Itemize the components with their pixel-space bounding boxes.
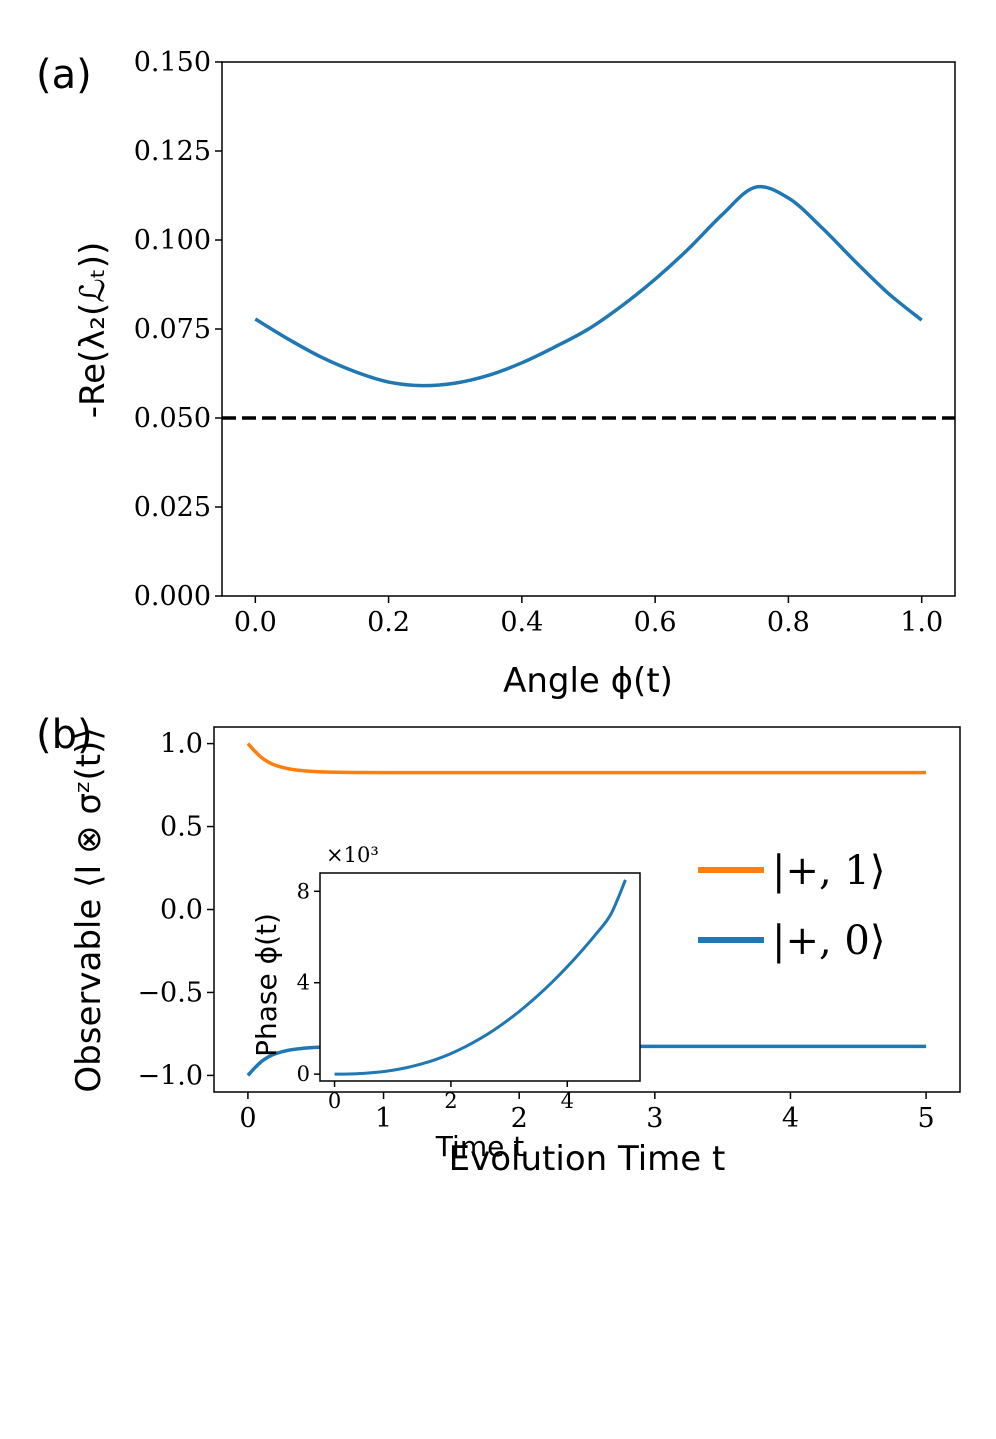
panel-a-y-axis-title: -Re(λ₂(ℒₜ)) [73, 242, 113, 419]
panel-b-x-tick-label: 5 [917, 1103, 934, 1134]
panel-a-y-tick-label: 0.000 [134, 581, 211, 612]
panel-a-x-tick-label: 0.2 [367, 607, 410, 638]
panel-b-series-line-0 [246, 742, 927, 775]
panel-a-x-tick-label: 0.8 [767, 607, 810, 638]
inset-y-tick-label: 4 [297, 971, 310, 995]
panel-a-y-tick-label: 0.150 [134, 47, 211, 78]
panel-a-label: (a) [36, 52, 92, 98]
inset-x-axis-title: Time t [435, 1130, 524, 1163]
inset-background [320, 873, 640, 1081]
panel-a-y-ticks: 0.000 0.025 0.050 0.075 0.100 0.125 0.150 [134, 47, 222, 612]
inset-y-tick-label: 8 [297, 879, 310, 903]
panel-a: (a) 0.0 0.2 0.4 0.6 0.8 1.0 0.0000.0250.0500.… [36, 47, 956, 701]
panel-a-series [254, 184, 923, 388]
panel-a-x-tick-label: 0.4 [500, 607, 543, 638]
inset-x-ticks: 0 2 4 [328, 1081, 574, 1113]
inset-x-tick-label: 4 [561, 1089, 574, 1113]
inset-frame [319, 872, 641, 1082]
panel-b: (b) 0 1 2 3 4 5 −1.0 −0.5 0.0 0.5 1.0 Evolution T… [36, 712, 961, 1179]
legend-label-plus-0: |+, 0⟩ [772, 918, 885, 964]
panel-b-x-tick-label: 2 [511, 1103, 528, 1134]
legend-label-plus-1: |+, 1⟩ [772, 848, 885, 894]
panel-a-x-ticks: 0.0 0.2 0.4 0.6 0.8 1.0 [234, 596, 943, 638]
panel-b-x-ticks: 0 1 2 3 4 5 [239, 1092, 935, 1134]
panel-a-x-axis-title: Angle ϕ(t) [503, 661, 673, 701]
panel-a-y-tick-label: 0.100 [134, 225, 211, 256]
panel-b-y-tick-label: 0.0 [160, 895, 203, 926]
inset-x-tick-label: 0 [328, 1089, 341, 1113]
legend: |+, 1⟩ |+, 0⟩ [698, 848, 885, 964]
panel-b-x-tick-label: 1 [375, 1103, 392, 1134]
panel-a-y-tick-label: 0.125 [134, 136, 211, 167]
panel-b-y-tick-label: 0.5 [160, 812, 203, 843]
panel-b-x-tick-label: 0 [239, 1103, 256, 1134]
inset-y-ticks: 0 4 8 [297, 879, 320, 1086]
panel-b-x-tick-label: 3 [646, 1103, 663, 1134]
inset-plot: 0 2 4 0 4 8 ×10³ Time t Phase ϕ(t) [250, 843, 641, 1163]
panel-a-y-tick-label: 0.075 [134, 314, 211, 345]
panel-b-y-tick-label: 1.0 [160, 729, 203, 760]
panel-b-x-tick-label: 4 [782, 1103, 799, 1134]
panel-a-y-tick-label: 0.050 [134, 403, 211, 434]
panel-b-y-axis-title: Observable ⟨I ⊗ σᶻ(t)⟩ [69, 727, 109, 1092]
inset-x-tick-label: 2 [444, 1089, 457, 1113]
inset-series-line-0 [334, 879, 627, 1076]
panel-b-y-tick-label: −1.0 [137, 1060, 203, 1091]
panel-a-x-tick-label: 0.6 [634, 607, 677, 638]
panel-a-x-tick-label: 0.0 [234, 607, 277, 638]
panel-b-label: (b) [36, 712, 93, 758]
inset-y-axis-title: Phase ϕ(t) [250, 913, 283, 1057]
inset-y-tick-label: 0 [297, 1062, 310, 1086]
panel-a-x-tick-label: 1.0 [900, 607, 943, 638]
inset-series [334, 879, 627, 1076]
panel-b-y-ticks: −1.0 −0.5 0.0 0.5 1.0 [137, 729, 214, 1091]
panel-b-x-axis-title: Evolution Time t [449, 1139, 726, 1179]
inset-scale-label: ×10³ [326, 843, 379, 867]
panel-a-y-tick-label: 0.025 [134, 492, 211, 523]
panel-a-series-line-0 [254, 184, 923, 388]
panel-b-y-tick-label: −0.5 [137, 977, 203, 1008]
